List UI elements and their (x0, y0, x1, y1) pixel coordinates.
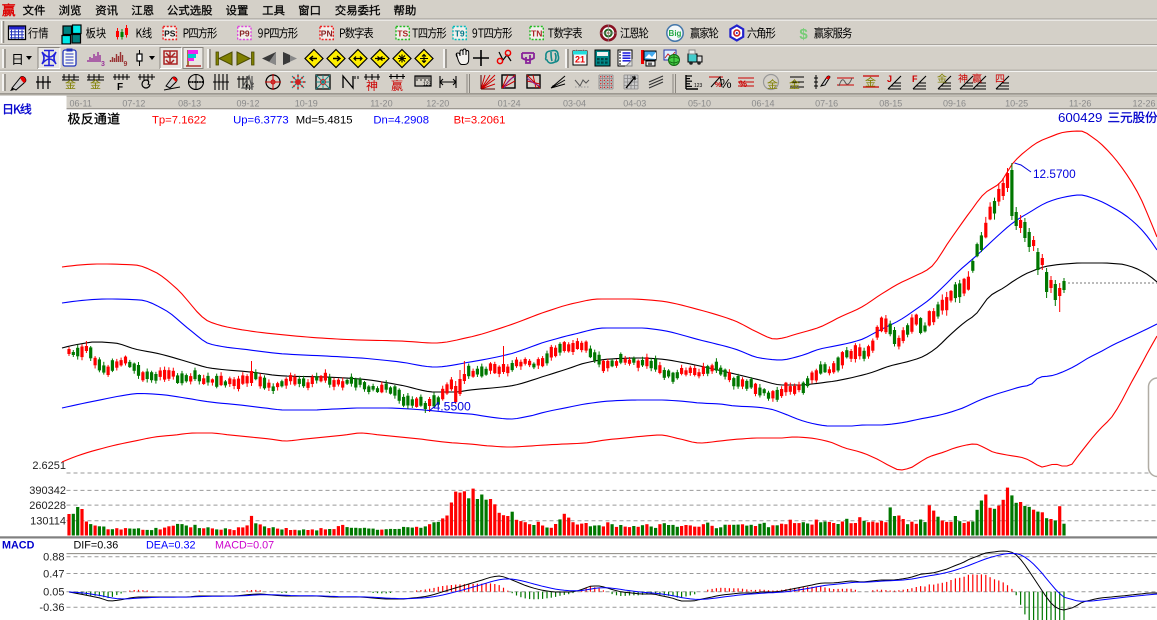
svg-text:2.6251: 2.6251 (32, 460, 66, 472)
svg-text:0.88: 0.88 (43, 552, 64, 564)
svg-text:260228: 260228 (29, 500, 66, 512)
svg-text:DEA=0.32: DEA=0.32 (146, 539, 196, 551)
svg-text:J: J (887, 74, 892, 84)
svg-text:10-25: 10-25 (1005, 98, 1028, 108)
svg-text:130114: 130114 (30, 516, 66, 528)
svg-text:Md=5.4815: Md=5.4815 (296, 114, 353, 126)
svg-text:06-14: 06-14 (751, 98, 774, 108)
svg-text:T9: T9 (455, 29, 465, 39)
svg-text:123: 123 (694, 83, 703, 89)
svg-text:07-12: 07-12 (122, 98, 145, 108)
svg-text:Dn=4.2908: Dn=4.2908 (373, 114, 429, 126)
svg-text:12-26: 12-26 (1132, 98, 1155, 108)
svg-text:600429: 600429 (1058, 110, 1102, 125)
svg-text:390342: 390342 (29, 485, 66, 497)
svg-text:08-13: 08-13 (178, 98, 201, 108)
svg-text:%: % (720, 76, 732, 91)
svg-text:11-26: 11-26 (1069, 98, 1091, 108)
svg-text:09-12: 09-12 (236, 98, 259, 108)
svg-text:4.5500: 4.5500 (434, 400, 471, 414)
svg-text:04-03: 04-03 (623, 98, 646, 108)
svg-text:TS: TS (397, 29, 408, 39)
svg-text:F: F (117, 82, 123, 93)
svg-text:0.47: 0.47 (43, 568, 64, 580)
svg-text:06-11: 06-11 (70, 98, 92, 108)
svg-text:0.05: 0.05 (43, 587, 64, 599)
svg-text:-0.36: -0.36 (39, 602, 64, 614)
svg-text:3: 3 (101, 61, 105, 68)
svg-text:PN: PN (321, 29, 333, 39)
svg-text:Tp=7.1622: Tp=7.1622 (152, 114, 206, 126)
svg-text:12.5700: 12.5700 (1033, 167, 1076, 181)
svg-text:Up=6.3773: Up=6.3773 (233, 114, 289, 126)
svg-text:MACD=0.07: MACD=0.07 (215, 539, 274, 551)
svg-text:$: $ (799, 26, 808, 43)
svg-text:03-04: 03-04 (563, 98, 586, 108)
svg-text:TN: TN (531, 29, 542, 39)
svg-text:%: % (715, 82, 722, 89)
svg-text:MACD: MACD (2, 539, 35, 551)
svg-text:123: 123 (423, 82, 432, 88)
svg-text:09-16: 09-16 (943, 98, 966, 108)
svg-text:P9: P9 (239, 29, 250, 39)
svg-text:21: 21 (575, 55, 585, 65)
svg-text:Big: Big (669, 29, 682, 38)
svg-text:07-16: 07-16 (815, 98, 838, 108)
svg-text:10-19: 10-19 (295, 98, 318, 108)
svg-text:Bt=3.2061: Bt=3.2061 (454, 114, 506, 126)
svg-text:PS: PS (164, 29, 176, 39)
svg-text:08-15: 08-15 (879, 98, 902, 108)
svg-text:01-24: 01-24 (498, 98, 521, 108)
svg-text:9: 9 (124, 61, 128, 68)
svg-text:11-20: 11-20 (370, 98, 392, 108)
svg-text:%: % (739, 79, 747, 89)
svg-text:12-20: 12-20 (426, 98, 449, 108)
svg-text:05-10: 05-10 (688, 98, 711, 108)
svg-text:DIF=0.36: DIF=0.36 (74, 539, 119, 551)
svg-text:F: F (912, 74, 918, 84)
